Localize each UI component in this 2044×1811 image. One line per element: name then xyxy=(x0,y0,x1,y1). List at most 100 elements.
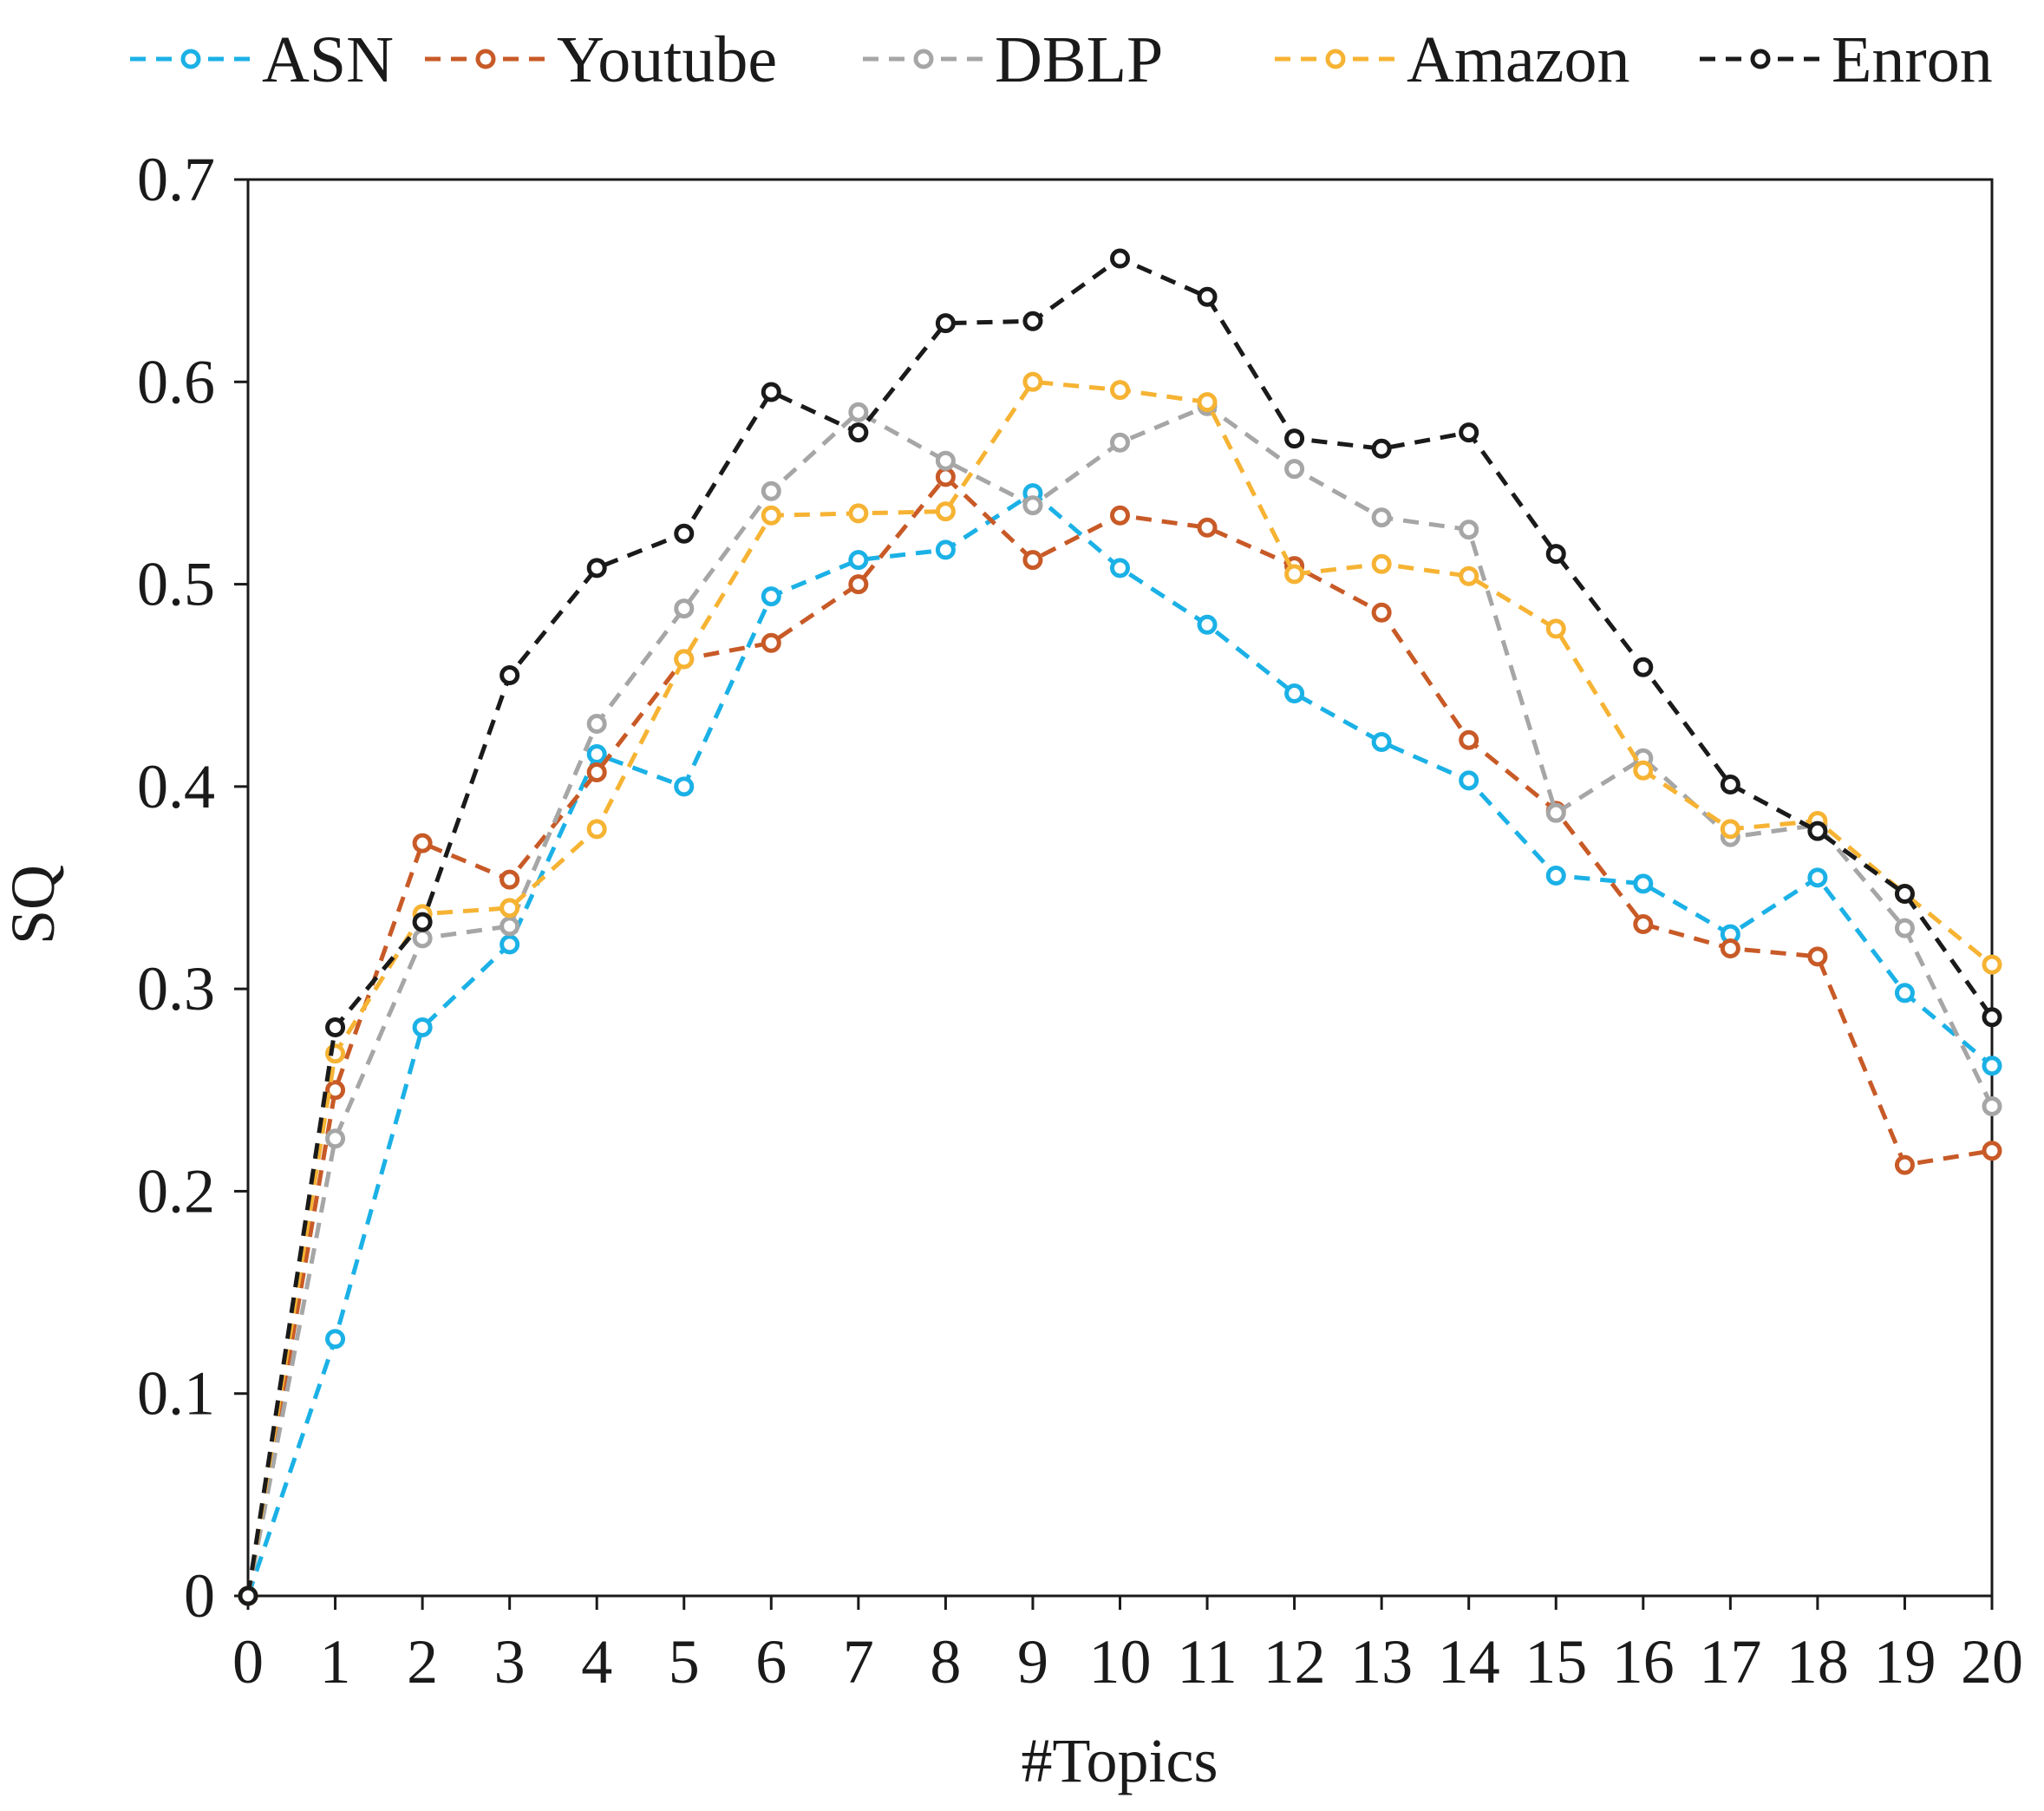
x-axis-title: #Topics xyxy=(1022,1726,1218,1795)
point-youtube xyxy=(500,869,520,890)
legend-item-dblp: DBLP xyxy=(863,23,1163,96)
legend-label-enron: Enron xyxy=(1832,23,1993,96)
legend-label-asn: ASN xyxy=(262,23,394,96)
point-youtube xyxy=(1982,1141,2002,1161)
point-asn xyxy=(1284,683,1305,704)
point-enron xyxy=(935,313,956,334)
point-amazon xyxy=(935,501,956,522)
x-tick-label: 14 xyxy=(1438,1627,1500,1697)
point-amazon xyxy=(1197,392,1218,413)
point-amazon xyxy=(1459,566,1479,586)
x-tick-label: 0 xyxy=(232,1627,264,1697)
series-line-asn xyxy=(245,490,1994,1597)
point-asn xyxy=(1545,866,1566,886)
x-tick-label: 1 xyxy=(320,1627,351,1697)
point-asn xyxy=(500,934,520,955)
point-enron xyxy=(848,422,869,443)
point-youtube xyxy=(1022,550,1043,571)
x-tick-label: 11 xyxy=(1177,1627,1237,1697)
point-amazon xyxy=(1633,760,1654,781)
point-enron xyxy=(1284,428,1305,449)
legend-label-amazon: Amazon xyxy=(1407,23,1629,96)
legend-marker-enron xyxy=(1750,49,1771,69)
point-youtube xyxy=(412,833,433,853)
point-youtube xyxy=(1807,946,1828,967)
point-youtube xyxy=(935,467,956,487)
legend: ASN Youtube DBLP Amazon Enron xyxy=(130,23,1993,96)
point-youtube xyxy=(1197,517,1218,538)
point-amazon xyxy=(586,819,607,840)
point-asn xyxy=(325,1329,346,1350)
x-tick-label: 10 xyxy=(1089,1627,1152,1697)
point-enron xyxy=(238,1585,258,1606)
point-dblp xyxy=(586,714,607,735)
point-asn xyxy=(848,550,869,571)
x-tick-label: 16 xyxy=(1612,1627,1675,1697)
point-enron xyxy=(1110,248,1130,269)
point-youtube xyxy=(586,762,607,783)
x-tick-label: 4 xyxy=(581,1627,612,1697)
legend-item-enron: Enron xyxy=(1700,23,1993,96)
y-tick-label: 0.3 xyxy=(137,954,215,1023)
point-amazon xyxy=(1371,553,1392,574)
point-dblp xyxy=(1110,432,1130,453)
point-youtube xyxy=(1720,938,1740,958)
y-tick-label: 0.2 xyxy=(137,1156,215,1226)
point-asn xyxy=(1110,558,1130,579)
point-dblp xyxy=(1284,459,1305,480)
x-tick-label: 5 xyxy=(669,1627,700,1697)
point-enron xyxy=(1982,1007,2002,1028)
point-dblp xyxy=(1894,918,1915,938)
point-enron xyxy=(500,665,520,686)
point-asn xyxy=(412,1017,433,1037)
point-amazon xyxy=(1022,371,1043,392)
y-tick-label: 0 xyxy=(184,1561,215,1631)
point-asn xyxy=(674,776,695,797)
point-asn xyxy=(1982,1056,2002,1076)
point-asn xyxy=(1633,873,1654,894)
point-amazon xyxy=(761,505,781,526)
x-tick-label: 6 xyxy=(755,1627,787,1697)
point-amazon xyxy=(1284,564,1305,585)
y-tick-label: 0.6 xyxy=(137,347,215,416)
series-asn xyxy=(238,483,2002,1606)
legend-marker-amazon xyxy=(1325,49,1346,69)
series-youtube xyxy=(238,467,2002,1606)
point-dblp xyxy=(1371,507,1392,528)
y-tick-label: 0.1 xyxy=(137,1359,215,1429)
series-dblp xyxy=(238,396,2002,1606)
point-enron xyxy=(1459,422,1479,443)
x-tick-label: 19 xyxy=(1873,1627,1936,1697)
y-tick-label: 0.5 xyxy=(137,550,215,619)
point-enron xyxy=(1633,657,1654,677)
point-dblp xyxy=(1545,802,1566,823)
x-tick-label: 17 xyxy=(1699,1627,1761,1697)
x-tick-label: 8 xyxy=(930,1627,961,1697)
point-asn xyxy=(1459,770,1479,791)
point-asn xyxy=(586,744,607,765)
point-dblp xyxy=(848,402,869,422)
legend-item-asn: ASN xyxy=(130,23,394,96)
point-dblp xyxy=(674,598,695,619)
x-tick-label: 9 xyxy=(1017,1627,1048,1697)
point-asn xyxy=(1197,614,1218,635)
point-amazon xyxy=(848,503,869,524)
point-dblp xyxy=(1022,495,1043,516)
y-tick-label: 0.4 xyxy=(137,752,215,821)
legend-marker-youtube xyxy=(475,49,496,69)
point-youtube xyxy=(1371,602,1392,623)
point-enron xyxy=(586,558,607,579)
x-tick-label: 15 xyxy=(1525,1627,1587,1697)
legend-marker-asn xyxy=(180,49,201,69)
legend-item-amazon: Amazon xyxy=(1275,23,1629,96)
point-asn xyxy=(1894,983,1915,1004)
point-dblp xyxy=(412,928,433,949)
point-enron xyxy=(761,382,781,402)
legend-label-youtube: Youtube xyxy=(557,23,777,96)
point-dblp xyxy=(1982,1095,2002,1116)
x-tick-label: 3 xyxy=(494,1627,526,1697)
point-amazon xyxy=(1545,618,1566,639)
point-youtube xyxy=(848,574,869,595)
point-dblp xyxy=(500,916,520,937)
